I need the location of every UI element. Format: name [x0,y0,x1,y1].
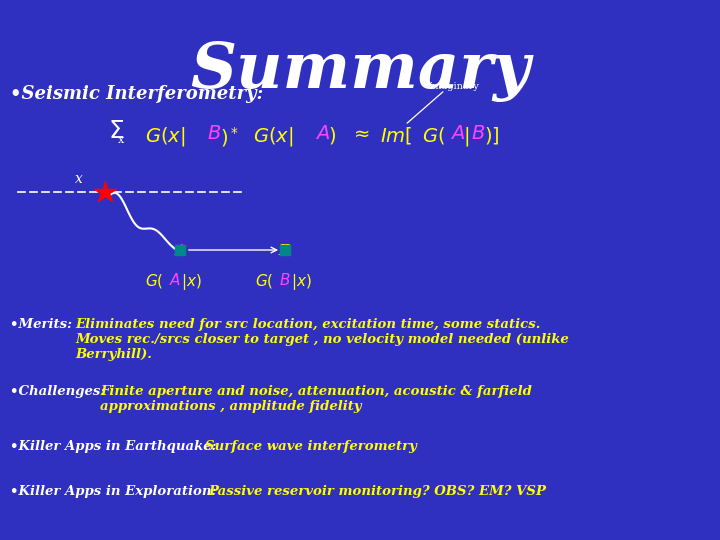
Text: $A$: $A$ [450,125,465,143]
Text: $|x)$: $|x)$ [291,272,312,292]
Text: $G(x|$: $G(x|$ [253,125,293,148]
Text: $|x)$: $|x)$ [181,272,202,292]
Text: $G(x|$: $G(x|$ [145,125,185,148]
Text: •Killer Apps in Earthquake:: •Killer Apps in Earthquake: [10,440,221,453]
Text: Eliminates need for src location, excitation time, some statics.
Moves rec./srcs: Eliminates need for src location, excita… [75,318,569,361]
Text: $\Sigma$: $\Sigma$ [108,120,125,143]
Text: $A$: $A$ [315,125,330,143]
Text: $B$: $B$ [471,125,485,143]
Text: Summary: Summary [190,40,530,102]
Text: Surface wave interferometry: Surface wave interferometry [205,440,417,453]
Text: $A$: $A$ [169,272,181,288]
Text: •Seismic Interferometry:: •Seismic Interferometry: [10,85,264,103]
Text: x: x [118,135,125,145]
Text: x: x [75,172,83,186]
Text: Passive reservoir monitoring? OBS? EM? VSP: Passive reservoir monitoring? OBS? EM? V… [208,485,546,498]
Text: •Merits:: •Merits: [10,318,76,331]
Text: $|$: $|$ [463,125,469,148]
Text: B: B [279,244,292,258]
Text: Finite aperture and noise, attenuation, acoustic & farfield
approximations , amp: Finite aperture and noise, attenuation, … [100,385,532,413]
Text: $B$: $B$ [279,272,291,288]
Text: $G($: $G($ [422,125,445,146]
Text: $G($: $G($ [145,272,163,290]
Text: •Challenges:: •Challenges: [10,385,110,398]
Text: $B$: $B$ [207,125,221,143]
Text: A: A [174,244,186,258]
Text: $Im[$: $Im[$ [380,125,413,146]
Text: $\approx$: $\approx$ [350,125,370,143]
Text: $)]$: $)]$ [484,125,500,146]
Text: •Killer Apps in Exploration:: •Killer Apps in Exploration: [10,485,221,498]
Text: imaginary: imaginary [430,82,480,91]
Text: $G($: $G($ [255,272,274,290]
Text: $)$: $)$ [328,125,336,146]
Text: $)^*$: $)^*$ [220,125,239,149]
